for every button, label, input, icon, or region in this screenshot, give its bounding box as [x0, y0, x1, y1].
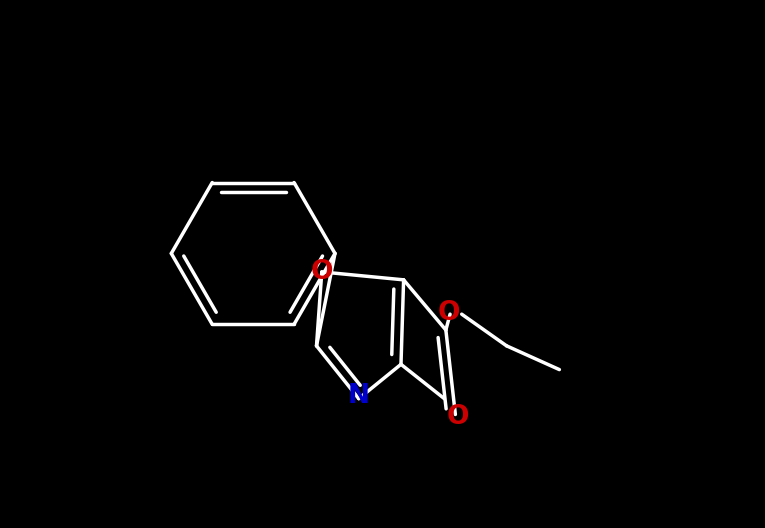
Text: O: O [438, 300, 460, 326]
Text: N: N [348, 383, 369, 409]
Text: O: O [447, 404, 469, 430]
Text: O: O [311, 259, 333, 285]
